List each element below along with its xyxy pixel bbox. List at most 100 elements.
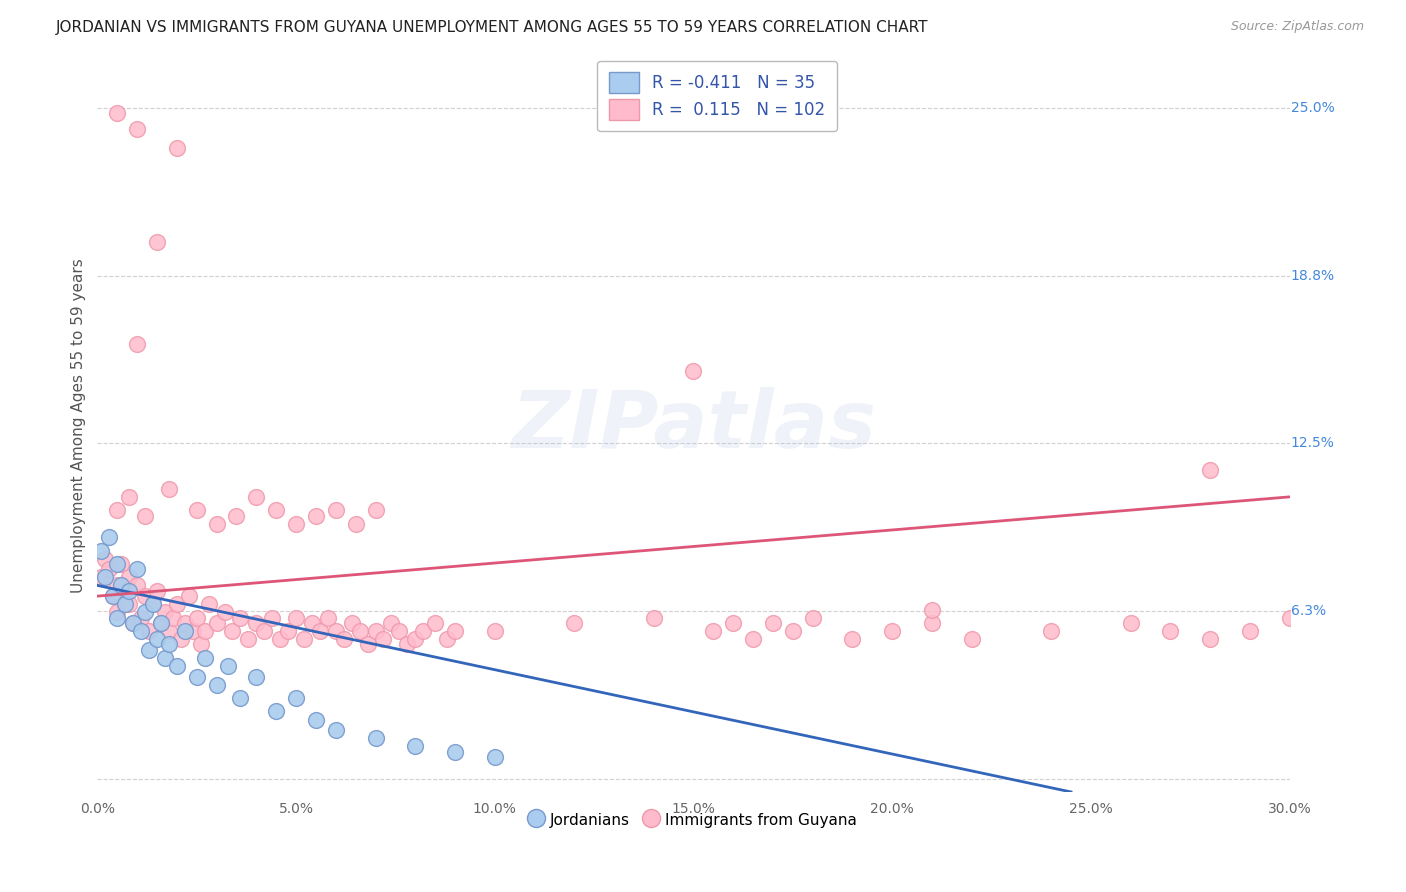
Point xyxy=(221,624,243,638)
Point xyxy=(134,508,156,523)
Point xyxy=(444,745,467,759)
Point xyxy=(960,632,983,646)
Point xyxy=(142,597,165,611)
Point xyxy=(277,624,299,638)
Point xyxy=(643,610,665,624)
Point xyxy=(118,490,141,504)
Point xyxy=(194,624,217,638)
Text: 25.0%: 25.0% xyxy=(1291,101,1334,115)
Point xyxy=(127,562,149,576)
Text: ZIPatlas: ZIPatlas xyxy=(510,387,876,465)
Point xyxy=(484,750,506,764)
Point xyxy=(90,570,112,584)
Point xyxy=(484,624,506,638)
Point xyxy=(349,624,371,638)
Point xyxy=(229,610,252,624)
Legend: Jordanians, Immigrants from Guyana: Jordanians, Immigrants from Guyana xyxy=(524,805,863,836)
Point xyxy=(841,632,863,646)
Point xyxy=(142,597,165,611)
Point xyxy=(285,516,308,531)
Point xyxy=(364,624,387,638)
Point xyxy=(702,624,724,638)
Point xyxy=(253,624,276,638)
Point xyxy=(170,632,193,646)
Text: 12.5%: 12.5% xyxy=(1291,436,1334,450)
Text: 6.3%: 6.3% xyxy=(1291,604,1326,618)
Point xyxy=(105,503,128,517)
Point xyxy=(404,632,426,646)
Point xyxy=(98,530,121,544)
Point xyxy=(238,632,260,646)
Point xyxy=(127,122,149,136)
Point xyxy=(404,739,426,754)
Point xyxy=(285,691,308,706)
Point xyxy=(444,624,467,638)
Point xyxy=(364,731,387,746)
Point xyxy=(332,632,354,646)
Point xyxy=(682,364,704,378)
Point xyxy=(245,670,267,684)
Point xyxy=(388,624,411,638)
Point xyxy=(921,602,943,616)
Point xyxy=(373,632,395,646)
Point xyxy=(396,637,419,651)
Point xyxy=(305,508,328,523)
Point xyxy=(309,624,332,638)
Point xyxy=(134,589,156,603)
Point xyxy=(98,562,121,576)
Point xyxy=(264,503,287,517)
Point xyxy=(162,610,184,624)
Point xyxy=(340,615,363,630)
Point xyxy=(269,632,291,646)
Point xyxy=(94,570,117,584)
Point xyxy=(157,637,180,651)
Point xyxy=(205,678,228,692)
Point xyxy=(205,615,228,630)
Point xyxy=(129,610,152,624)
Point xyxy=(305,713,328,727)
Point xyxy=(127,578,149,592)
Point xyxy=(129,624,152,638)
Point xyxy=(153,605,176,619)
Point xyxy=(412,624,434,638)
Point xyxy=(316,610,339,624)
Y-axis label: Unemployment Among Ages 55 to 59 years: Unemployment Among Ages 55 to 59 years xyxy=(72,259,86,593)
Point xyxy=(146,632,169,646)
Point xyxy=(166,141,188,155)
Point xyxy=(146,583,169,598)
Point xyxy=(118,570,141,584)
Point xyxy=(721,615,744,630)
Point xyxy=(436,632,458,646)
Point xyxy=(114,597,136,611)
Point xyxy=(742,632,765,646)
Point xyxy=(173,624,195,638)
Point xyxy=(229,691,252,706)
Point xyxy=(194,650,217,665)
Point xyxy=(1199,463,1222,477)
Point xyxy=(138,624,160,638)
Point xyxy=(1119,615,1142,630)
Point xyxy=(181,624,204,638)
Point xyxy=(1199,632,1222,646)
Point xyxy=(105,557,128,571)
Text: JORDANIAN VS IMMIGRANTS FROM GUYANA UNEMPLOYMENT AMONG AGES 55 TO 59 YEARS CORRE: JORDANIAN VS IMMIGRANTS FROM GUYANA UNEM… xyxy=(56,20,929,35)
Point xyxy=(105,605,128,619)
Point xyxy=(325,723,347,738)
Point xyxy=(301,615,323,630)
Point xyxy=(122,615,145,630)
Point xyxy=(423,615,446,630)
Point xyxy=(118,583,141,598)
Text: 18.8%: 18.8% xyxy=(1291,268,1334,283)
Point xyxy=(292,632,315,646)
Point xyxy=(262,610,284,624)
Point xyxy=(127,337,149,351)
Point xyxy=(1040,624,1063,638)
Point xyxy=(225,508,247,523)
Point xyxy=(364,503,387,517)
Point xyxy=(380,615,402,630)
Point xyxy=(1278,610,1301,624)
Point xyxy=(325,624,347,638)
Point xyxy=(103,589,125,603)
Point xyxy=(218,658,240,673)
Text: Source: ZipAtlas.com: Source: ZipAtlas.com xyxy=(1230,20,1364,33)
